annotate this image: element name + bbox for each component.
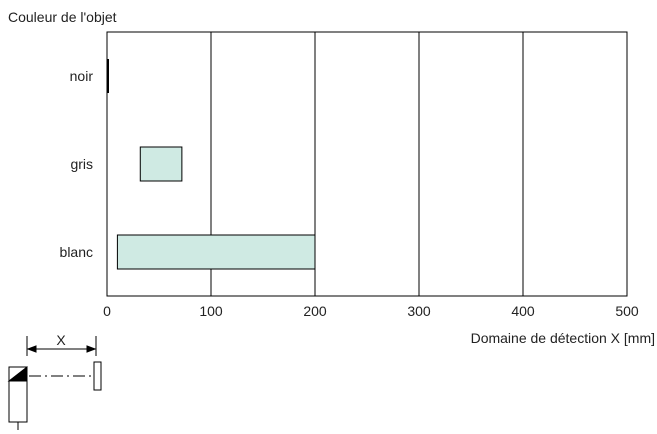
y-axis-title: Couleur de l'objet — [8, 9, 117, 25]
plot-frame — [106, 31, 628, 297]
x-tick-labels: 0 100 200 300 400 500 — [103, 303, 639, 319]
category-labels: noir gris blanc — [60, 68, 94, 260]
dimension-arrow-left — [26, 345, 37, 353]
x-axis-title: Domaine de détection X [mm] — [471, 330, 655, 346]
x-tick-label-0: 0 — [103, 303, 111, 319]
x-tick-label-200: 200 — [303, 303, 327, 319]
range-bars — [107, 59, 316, 270]
range-bar-blanc — [116, 234, 316, 270]
dimension-x-label: X — [56, 332, 66, 348]
dimension-arrow-right — [86, 345, 97, 353]
category-label-blanc: blanc — [60, 244, 93, 260]
category-label-gris: gris — [70, 156, 93, 172]
sensor-head — [7, 365, 28, 382]
sensor-diagram — [7, 336, 102, 430]
x-tick-label-100: 100 — [199, 303, 223, 319]
x-tick-label-400: 400 — [511, 303, 535, 319]
target-object — [93, 361, 102, 391]
x-tick-label-300: 300 — [407, 303, 431, 319]
range-bar-gris — [139, 146, 183, 182]
x-tick-label-500: 500 — [615, 303, 639, 319]
category-label-noir: noir — [70, 68, 94, 84]
